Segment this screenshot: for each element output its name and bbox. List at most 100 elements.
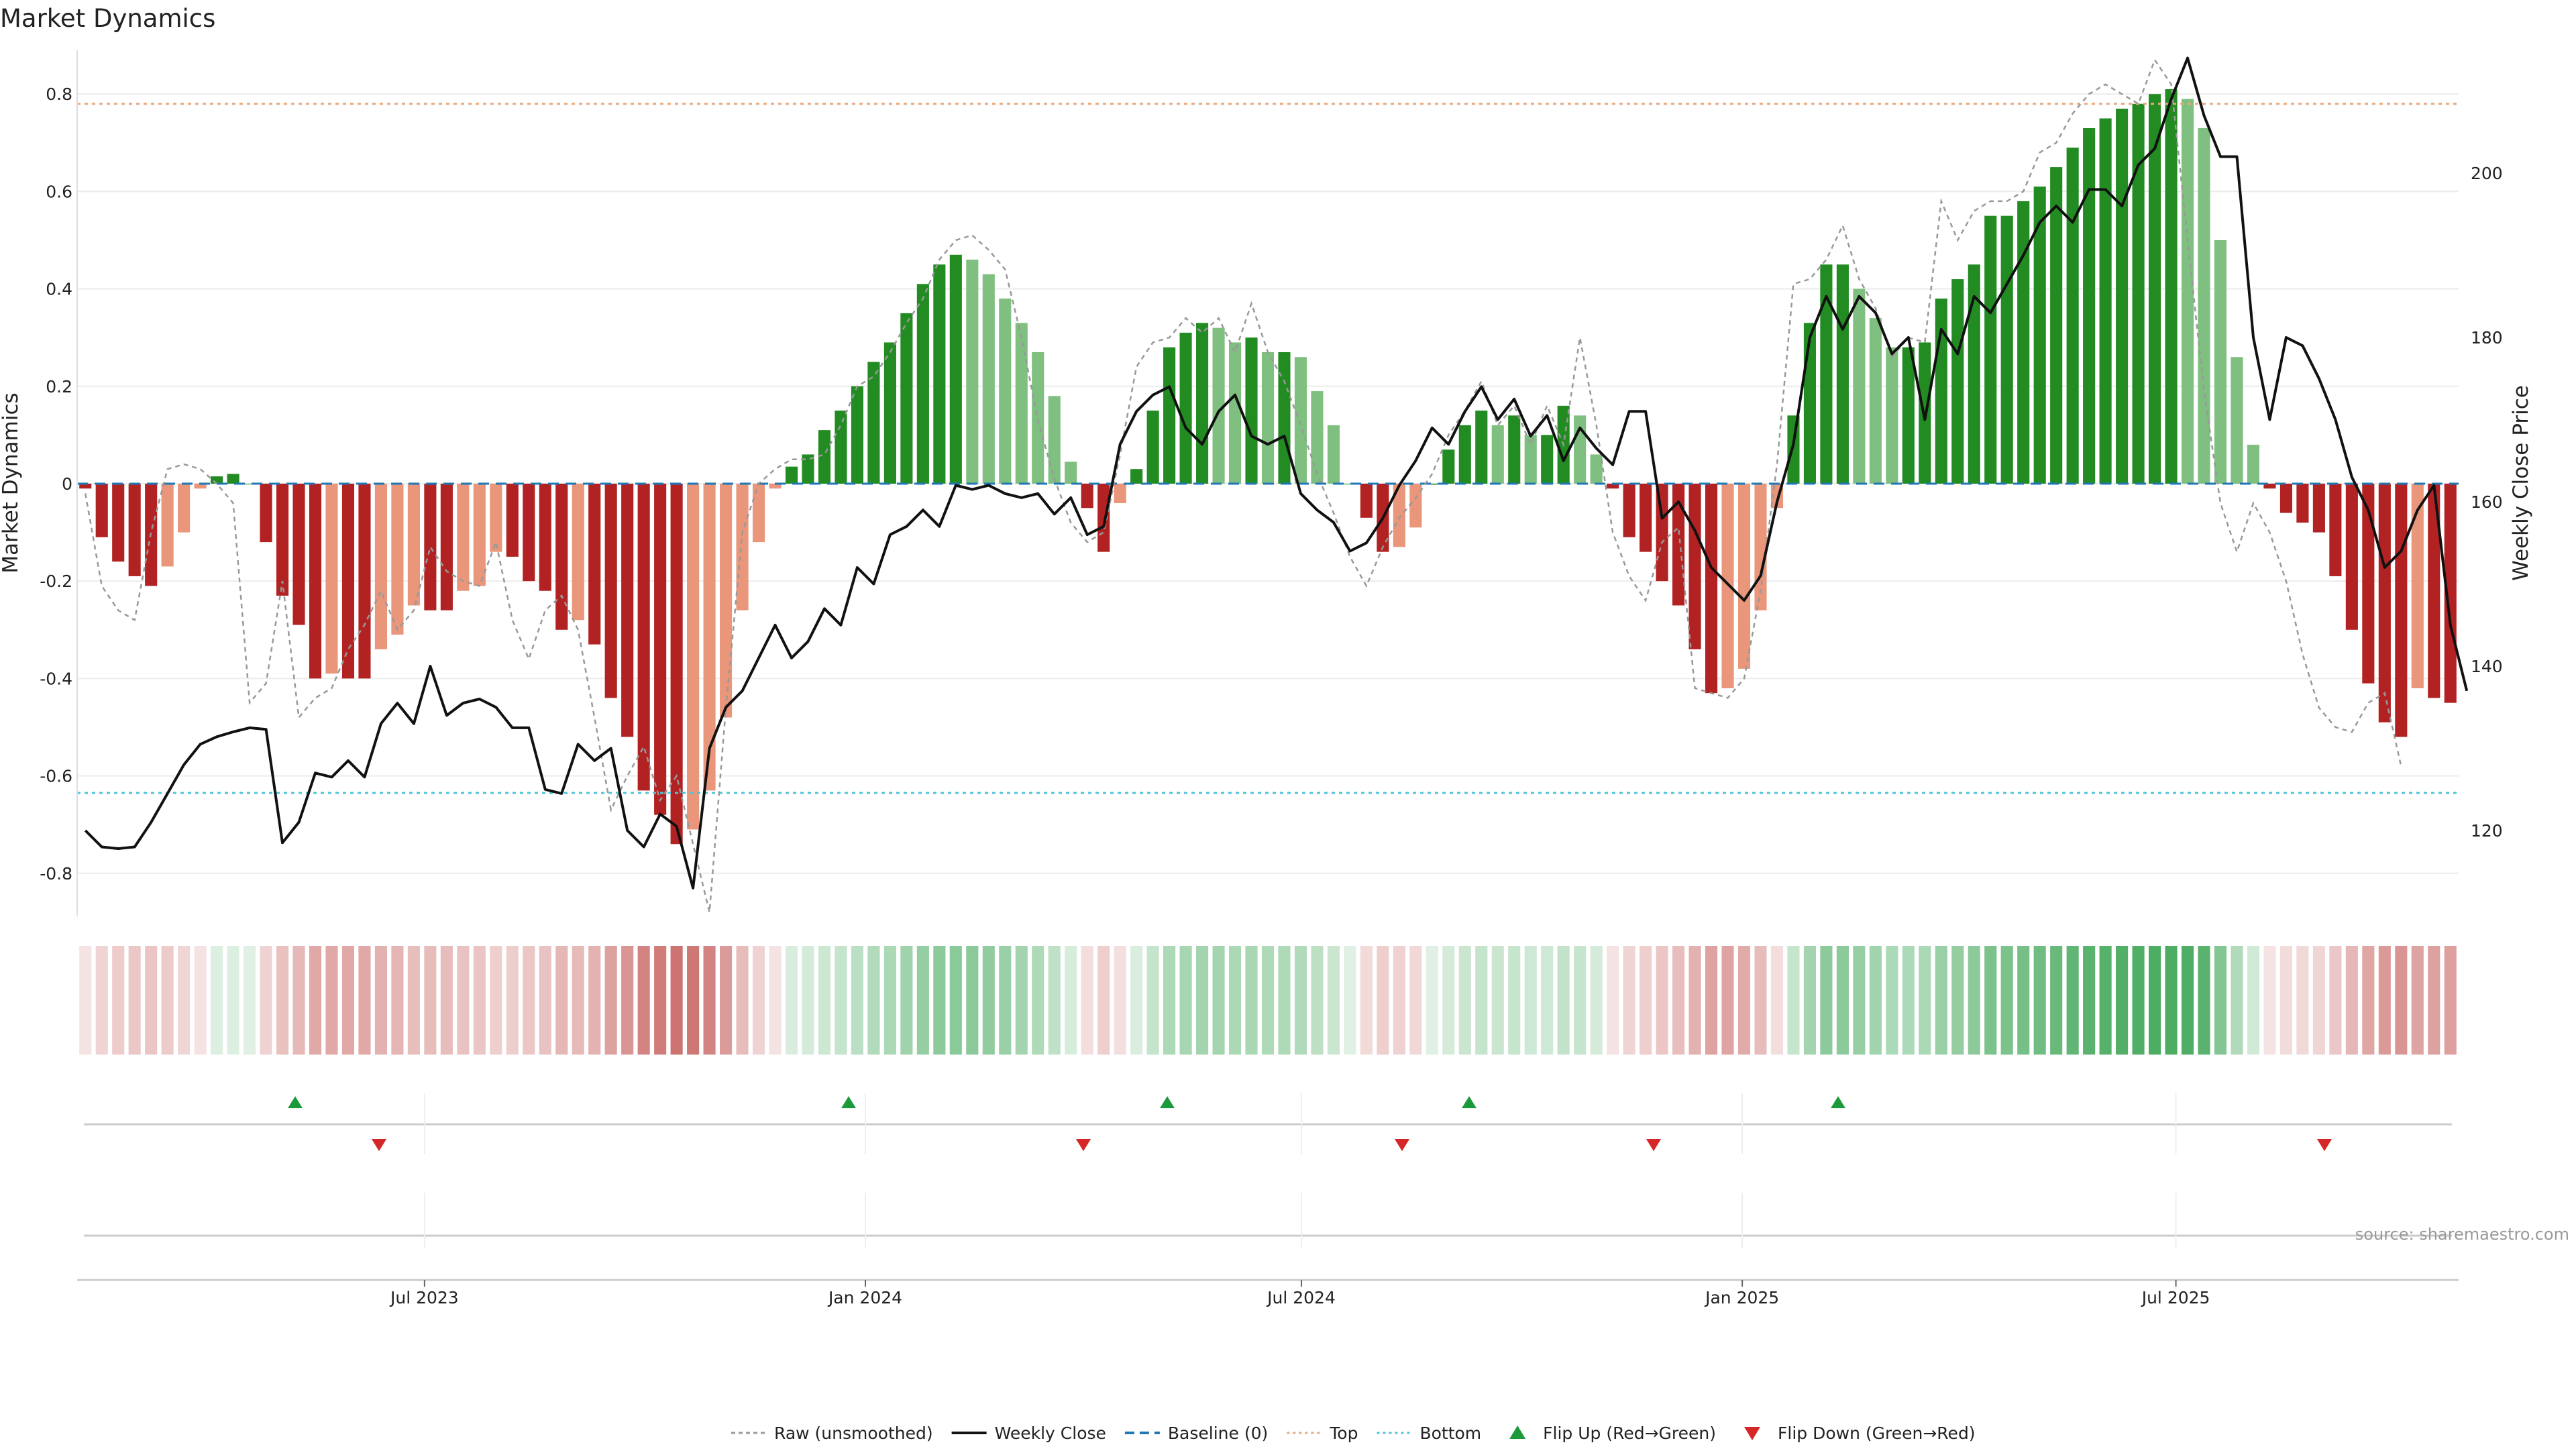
heat-cell <box>1853 946 1866 1055</box>
dynamics-bar <box>769 484 782 489</box>
heat-cell <box>1097 946 1110 1055</box>
heat-cell <box>2116 946 2129 1055</box>
source-note: source: sharemaestro.com <box>2355 1225 2569 1244</box>
x-tick-label: Jul 2023 <box>389 1288 459 1307</box>
dynamics-bar <box>2279 484 2292 513</box>
dynamics-bar <box>1475 411 1488 484</box>
heat-cell <box>1130 946 1143 1055</box>
legend-label: Flip Down (Green→Red) <box>1778 1424 1976 1443</box>
dynamics-bar <box>490 484 502 552</box>
dynamics-bar <box>2033 186 2046 484</box>
heat-cell <box>1475 946 1488 1055</box>
heat-cell <box>260 946 272 1055</box>
heat-cell <box>424 946 437 1055</box>
heat-cell <box>1179 946 1192 1055</box>
heat-cell <box>1574 946 1587 1055</box>
heat-cell <box>2395 946 2408 1055</box>
flip-down-marker <box>1076 1139 1091 1151</box>
dynamics-bar <box>818 430 831 484</box>
flip-down-marker <box>1646 1139 1661 1151</box>
dynamics-bar <box>506 484 519 557</box>
dynamics-bar <box>457 484 470 591</box>
dynamics-bar <box>752 484 765 543</box>
heat-cell <box>2263 946 2276 1055</box>
legend-label: Raw (unsmoothed) <box>774 1424 933 1443</box>
dynamics-bar <box>1032 352 1044 484</box>
dynamics-bar <box>1163 347 1176 484</box>
heat-cell <box>2033 946 2046 1055</box>
dynamics-bar <box>1508 415 1521 484</box>
heat-cell <box>2198 946 2210 1055</box>
heat-cell <box>752 946 765 1055</box>
heat-cell <box>1377 946 1389 1055</box>
heat-cell <box>916 946 929 1055</box>
legend-item: Weekly Close <box>951 1424 1106 1443</box>
dynamics-bar <box>2083 128 2096 484</box>
dynamics-bar <box>703 484 716 791</box>
dynamics-bar <box>1245 337 1258 484</box>
heat-cell <box>95 946 108 1055</box>
dynamics-bar <box>1065 462 1077 484</box>
dynamics-bar <box>933 264 946 484</box>
heat-cell <box>588 946 601 1055</box>
heat-cell <box>1196 946 1209 1055</box>
dynamics-bar <box>900 313 913 484</box>
heat-cell <box>1294 946 1307 1055</box>
legend-label: Baseline (0) <box>1168 1424 1268 1443</box>
heat-cell <box>244 946 256 1055</box>
dynamics-bar <box>1820 264 1833 484</box>
dynamics-bar <box>1672 484 1685 606</box>
heat-cell <box>1902 946 1915 1055</box>
heat-cell <box>227 946 239 1055</box>
dynamics-bar <box>670 484 683 845</box>
heat-cell <box>1245 946 1258 1055</box>
dynamics-bar <box>325 484 338 674</box>
heat-cell <box>900 946 913 1055</box>
heat-cell <box>769 946 782 1055</box>
dynamics-bar <box>374 484 387 649</box>
dynamics-bar <box>358 484 371 679</box>
heat-cell <box>1146 946 1159 1055</box>
dynamics-bar <box>2116 108 2129 484</box>
heat-strip <box>79 946 2457 1055</box>
y-tick-label: -0.6 <box>40 767 72 786</box>
heat-cell <box>933 946 946 1055</box>
dynamics-bar <box>1196 323 1209 484</box>
dynamics-bar <box>1787 415 1800 484</box>
heat-cell <box>835 946 847 1055</box>
heat-cell <box>703 946 716 1055</box>
heat-cell <box>407 946 420 1055</box>
dynamics-bar <box>1491 425 1504 484</box>
heat-cell <box>341 946 355 1055</box>
x-tick-label: Jan 2025 <box>1704 1288 1779 1307</box>
heat-cell <box>1557 946 1570 1055</box>
heat-cell <box>1228 946 1242 1055</box>
dynamics-bar <box>407 484 420 606</box>
dynamics-bar <box>2329 484 2342 576</box>
y-tick-label: 0.8 <box>46 85 72 104</box>
dynamics-bar <box>1327 425 1340 484</box>
heat-cell <box>1640 946 1652 1055</box>
heat-cell <box>374 946 387 1055</box>
dynamics-bar <box>1442 449 1455 484</box>
dynamics-bar <box>2181 99 2194 484</box>
dynamics-bar <box>2312 484 2325 533</box>
y2-axis-label: Weekly Close Price <box>2509 385 2533 581</box>
heat-cell <box>687 946 700 1055</box>
heat-cell <box>1869 946 1882 1055</box>
dynamics-bar <box>1409 484 1422 528</box>
dynamics-bar <box>1935 299 1947 484</box>
x-axis: Jul 2023 Jan 2024 Jul 2024 Jan 2025 Jul 2025 <box>77 1279 2459 1307</box>
heat-cell <box>2444 946 2457 1055</box>
heat-cell <box>867 946 880 1055</box>
dynamics-bar <box>424 484 437 610</box>
dynamics-bar <box>440 484 453 610</box>
heat-cell <box>1541 946 1554 1055</box>
heat-cell <box>2165 946 2178 1055</box>
dynamics-bar <box>802 454 814 484</box>
dynamics-bar <box>1623 484 1635 537</box>
flip-up-marker <box>288 1096 303 1108</box>
heat-cell <box>1951 946 1964 1055</box>
dynamics-bar <box>309 484 322 679</box>
heat-cell <box>1015 946 1028 1055</box>
